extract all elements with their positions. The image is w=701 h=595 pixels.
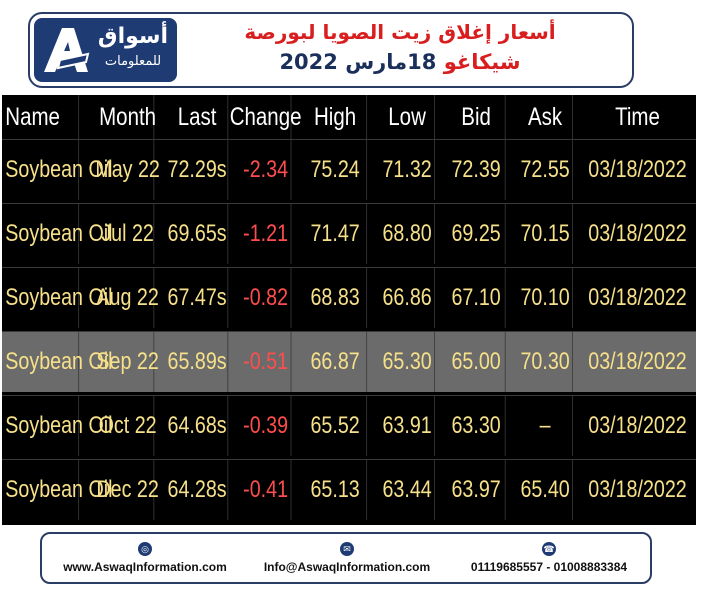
cell-change: -0.41	[241, 460, 292, 520]
cell-name: Soybean Oil	[2, 204, 112, 264]
cell-bid: 63.97	[447, 460, 506, 520]
cell-ask: –	[518, 396, 573, 456]
table-row: Soybean Oil Aug 22 67.47s -0.82 68.83 66.86 67…	[2, 267, 696, 328]
cell-name: Soybean Oil	[2, 460, 112, 520]
cell-bid: 72.39	[447, 140, 506, 200]
column-header-bid: Bid	[447, 95, 506, 139]
table-row: Soybean Oil May 22 72.29s -2.34 75.24 71.32 72…	[2, 139, 696, 200]
logo-text: أسواق	[97, 24, 169, 49]
cell-high: 66.87	[304, 332, 368, 392]
cell-name: Soybean Oil	[2, 268, 112, 328]
cell-low: 63.91	[380, 396, 435, 456]
cell-last: 64.68s	[167, 396, 229, 456]
cell-high: 65.52	[304, 396, 368, 456]
cell-month: Oct 22	[99, 396, 157, 456]
cell-last: 72.29s	[167, 140, 229, 200]
cell-high: 68.83	[304, 268, 368, 328]
cell-month: Aug 22	[96, 268, 159, 328]
cell-month: May 22	[95, 140, 160, 200]
cell-change: -2.34	[241, 140, 292, 200]
table-row: Soybean Oil Oct 22 64.68s -0.39 65.52 63.91 63…	[2, 395, 696, 456]
cell-change: -1.21	[241, 204, 292, 264]
cell-change: -0.39	[241, 396, 292, 456]
page-title: أسعار إغلاق زيت الصويا لبورصة	[244, 20, 556, 44]
column-header-change: Change	[230, 95, 302, 139]
cell-ask: 65.40	[518, 460, 573, 520]
cell-ask: 70.30	[518, 332, 573, 392]
email-text: Info@AswaqInformation.com	[263, 560, 431, 574]
table-row: Soybean Oil Jul 22 69.65s -1.21 71.47 68.80 69…	[2, 203, 696, 264]
cell-bid: 65.00	[447, 332, 506, 392]
page-subtitle: شيكاغو 18مارس 2022	[190, 50, 610, 74]
cell-low: 68.80	[380, 204, 435, 264]
cell-low: 65.30	[380, 332, 435, 392]
column-header-ask: Ask	[518, 95, 573, 139]
cell-change: -0.51	[241, 332, 292, 392]
phone-text: 01119685557 - 01008883384	[470, 560, 628, 574]
cell-high: 71.47	[304, 204, 368, 264]
logo-subtext: للمعلومات	[104, 54, 162, 69]
subtitle-city: شيكاغو	[443, 50, 521, 74]
cell-ask: 72.55	[518, 140, 573, 200]
footer-website[interactable]: ◎ www.AswaqInformation.com	[50, 534, 240, 582]
cell-low: 71.32	[380, 140, 435, 200]
cell-name: Soybean Oil	[2, 332, 112, 392]
cell-ask: 70.15	[518, 204, 573, 264]
logo-a-icon	[44, 28, 90, 72]
table-row: Soybean Oil Dec 22 64.28s -0.41 65.13 63.44 63…	[2, 459, 696, 520]
cell-low: 66.86	[380, 268, 435, 328]
column-header-low: Low	[380, 95, 435, 139]
cell-low: 63.44	[380, 460, 435, 520]
subtitle-date: 18مارس 2022	[279, 50, 437, 74]
cell-bid: 67.10	[447, 268, 506, 328]
cell-month: Sep 22	[96, 332, 159, 392]
cell-time: 03/18/2022	[588, 412, 687, 439]
footer-email[interactable]: ✉ Info@AswaqInformation.com	[252, 534, 442, 582]
cell-time: 03/18/2022	[588, 156, 687, 183]
column-header-month: Month	[99, 95, 156, 139]
cell-last: 65.89s	[167, 332, 229, 392]
website-text: www.AswaqInformation.com	[63, 560, 227, 574]
table-header-row: Name Month Last Change High Low Bid Ask …	[2, 95, 696, 139]
quotes-table: Name Month Last Change High Low Bid Ask …	[2, 95, 696, 525]
cell-high: 65.13	[304, 460, 368, 520]
column-header-time: Time	[615, 102, 660, 131]
phone-icon: ☎	[542, 542, 556, 556]
cell-name: Soybean Oil	[2, 140, 112, 200]
cell-time: 03/18/2022	[588, 220, 687, 247]
footer-phone: ☎ 01119685557 - 01008883384	[454, 534, 644, 582]
column-header-name: Name	[2, 95, 80, 139]
cell-month: Dec 22	[96, 460, 159, 520]
cell-month: Jul 22	[101, 204, 155, 264]
aswaq-logo: أسواق للمعلومات	[34, 18, 177, 82]
globe-icon: ◎	[138, 542, 152, 556]
cell-last: 64.28s	[167, 460, 229, 520]
cell-bid: 69.25	[447, 204, 506, 264]
cell-last: 69.65s	[167, 204, 229, 264]
cell-time: 03/18/2022	[588, 284, 687, 311]
cell-name: Soybean Oil	[2, 396, 112, 456]
column-header-high: High	[304, 95, 368, 139]
cell-change: -0.82	[241, 268, 292, 328]
cell-last: 67.47s	[167, 268, 229, 328]
column-header-last: Last	[167, 95, 229, 139]
cell-time: 03/18/2022	[588, 348, 687, 375]
cell-bid: 63.30	[447, 396, 506, 456]
cell-time: 03/18/2022	[588, 476, 687, 503]
mail-icon: ✉	[340, 542, 354, 556]
cell-high: 75.24	[304, 140, 368, 200]
contact-footer: ◎ www.AswaqInformation.com ✉ Info@AswaqI…	[40, 532, 652, 584]
table-row: Soybean Oil Sep 22 65.89s -0.51 66.87 65.30 65…	[2, 331, 696, 392]
cell-ask: 70.10	[518, 268, 573, 328]
